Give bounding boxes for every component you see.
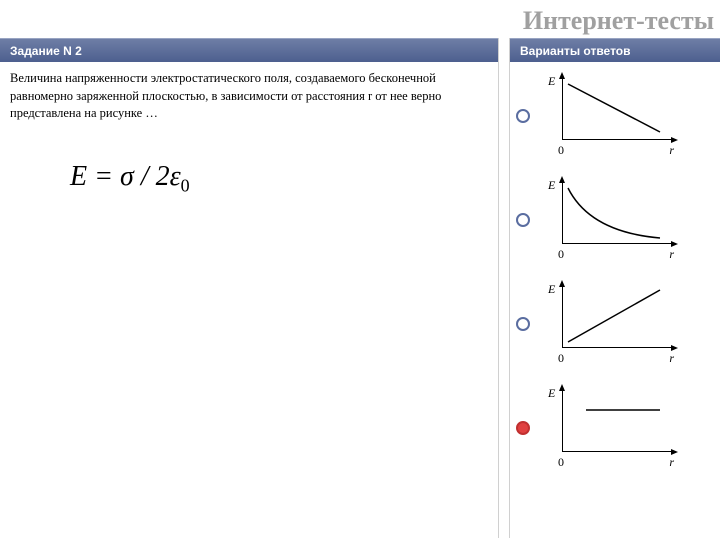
question-text: Величина напряженности электростатическо…	[0, 62, 498, 131]
formula: E = σ / 2ε0	[0, 131, 498, 227]
curve-flat	[540, 382, 680, 479]
curve-line-down	[540, 70, 680, 167]
graph-line-down: Er0	[540, 70, 680, 162]
answer-option-1[interactable]: Er0	[516, 70, 714, 162]
curve-curve-decay	[540, 174, 680, 271]
answers-list: Er0 Er0 Er0 Er0	[510, 62, 720, 482]
column-divider	[498, 38, 510, 538]
main-columns: Задание N 2 Величина напряженности элект…	[0, 38, 720, 538]
graph-line-up: Er0	[540, 278, 680, 370]
curve-line-up	[540, 278, 680, 375]
answer-option-2[interactable]: Er0	[516, 174, 714, 266]
graph-flat: Er0	[540, 382, 680, 474]
question-header: Задание N 2	[0, 38, 498, 62]
answer-option-3[interactable]: Er0	[516, 278, 714, 370]
radio-3[interactable]	[516, 317, 530, 331]
page-title: Интернет-тесты	[0, 0, 720, 38]
answers-header: Варианты ответов	[510, 38, 720, 62]
graph-curve-decay: Er0	[540, 174, 680, 266]
question-panel: Задание N 2 Величина напряженности элект…	[0, 38, 498, 538]
answer-option-4[interactable]: Er0	[516, 382, 714, 474]
answers-panel: Варианты ответов Er0 Er0 Er0 Er0	[510, 38, 720, 538]
radio-1[interactable]	[516, 109, 530, 123]
radio-4[interactable]	[516, 421, 530, 435]
radio-2[interactable]	[516, 213, 530, 227]
